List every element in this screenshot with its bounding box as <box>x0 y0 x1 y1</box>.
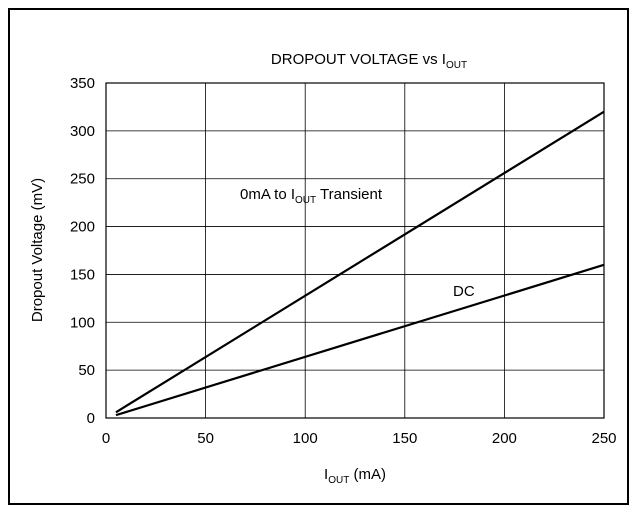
y-tick-label: 250 <box>70 171 95 188</box>
chart-title: DROPOUT VOLTAGE vs IOUT <box>271 51 467 71</box>
series-label-dc: DC <box>453 283 475 300</box>
tick-labels: 0 50 100 150 200 250 0 50 100 150 200 250 300 350 <box>70 75 617 447</box>
x-tick-label: 50 <box>197 430 214 447</box>
y-tick-label: 50 <box>78 362 95 379</box>
x-tick-label: 100 <box>293 430 318 447</box>
series-line-dc <box>115 263 605 417</box>
series-label-transient: 0mA to IOUT Transient <box>240 186 383 206</box>
y-tick-label: 200 <box>70 219 95 236</box>
chart-frame <box>8 8 629 505</box>
y-tick-label: 100 <box>70 314 95 331</box>
y-tick-label: 350 <box>70 75 95 92</box>
x-tick-label: 200 <box>492 430 517 447</box>
y-tick-label: 300 <box>70 123 95 140</box>
x-axis-label: IOUT (mA) <box>324 466 386 486</box>
y-axis-label: Dropout Voltage (mV) <box>29 178 46 322</box>
x-tick-label: 250 <box>591 430 616 447</box>
x-tick-label: 0 <box>102 430 110 447</box>
series-lines <box>115 110 605 417</box>
grid-lines <box>106 83 604 418</box>
y-tick-label: 150 <box>70 266 95 283</box>
y-tick-label: 0 <box>87 410 95 427</box>
plot-area-border <box>105 82 605 419</box>
x-tick-label: 150 <box>392 430 417 447</box>
series-line-transient <box>115 110 605 414</box>
